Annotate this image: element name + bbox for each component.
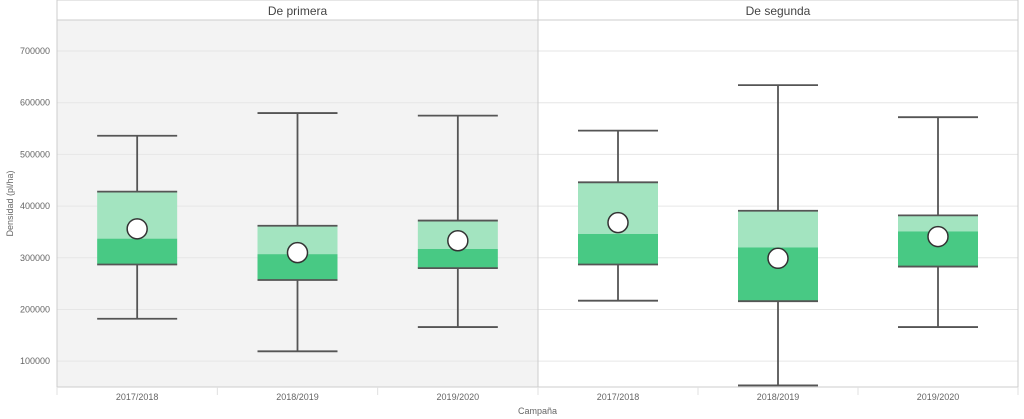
box-lower-quartile: [417, 248, 498, 269]
x-axis-title: Campaña: [518, 406, 557, 416]
x-tick-label: 2018/2019: [757, 392, 800, 402]
mean-marker: [607, 211, 629, 234]
panel-title: De primera: [268, 4, 328, 18]
box-2018-2019: 2018/2019: [216, 112, 338, 402]
mean-marker: [767, 247, 789, 270]
box-2017-2018: 2017/2018: [537, 129, 658, 402]
y-tick-label: 500000: [20, 149, 50, 159]
x-tick-label: 2017/2018: [116, 392, 159, 402]
y-tick-label: 100000: [20, 356, 50, 366]
box-2019-2020: 2019/2020: [377, 114, 498, 402]
mean-marker: [286, 241, 309, 264]
x-tick-label: 2017/2018: [597, 392, 640, 402]
panel-title: De segunda: [746, 4, 811, 18]
box-2017-2018: 2017/2018: [56, 134, 178, 402]
x-tick-label: 2018/2019: [276, 392, 319, 402]
mean-marker: [447, 229, 469, 252]
mean-marker: [927, 225, 949, 248]
box-2018-2019: 2018/2019: [697, 84, 818, 402]
box-lower-quartile: [97, 238, 178, 265]
x-tick-label: 2019/2020: [917, 392, 960, 402]
box-lower-quartile: [578, 233, 658, 265]
box-2019-2020: 2019/2020: [857, 116, 978, 402]
box-upper-quartile: [898, 215, 978, 232]
box-upper-quartile: [738, 210, 818, 248]
y-tick-label: 600000: [20, 98, 50, 108]
mean-marker: [126, 218, 148, 240]
y-tick-label: 200000: [20, 304, 50, 314]
y-tick-label: 300000: [20, 253, 50, 263]
y-tick-label: 700000: [20, 46, 50, 56]
x-tick-label: 2019/2020: [437, 392, 480, 402]
y-tick-label: 400000: [20, 201, 50, 211]
panel-border: [537, 19, 1019, 388]
y-axis-title: Densidad (pl/ha): [5, 170, 15, 236]
